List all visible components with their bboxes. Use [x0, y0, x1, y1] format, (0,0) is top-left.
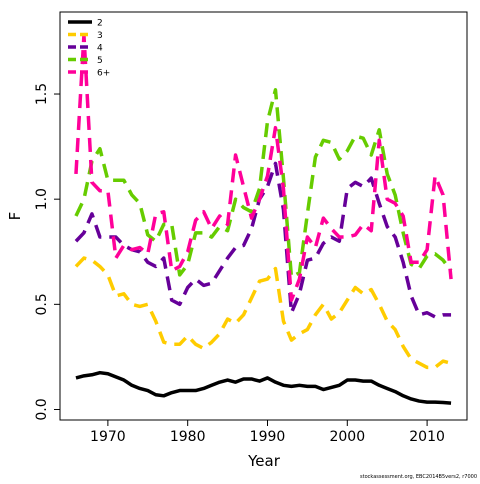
y-axis-label: F	[6, 212, 24, 221]
legend-label: 2	[97, 19, 103, 29]
legend-label: 5	[97, 56, 103, 66]
series-line	[74, 161, 452, 319]
x-tick-label: 2010	[409, 429, 445, 445]
y-tick-label: 1.5	[34, 83, 50, 105]
plot-frame	[59, 11, 468, 421]
legend-label: 6+	[97, 69, 110, 79]
legend-label: 3	[97, 31, 103, 41]
series-line	[75, 370, 452, 405]
series-line	[74, 33, 453, 302]
series-line	[74, 88, 453, 279]
x-axis-label: Year	[247, 452, 281, 470]
footnote: stockassessment.org, EBC2014B5vers2, r70…	[360, 474, 477, 480]
y-tick-label: 1.0	[34, 188, 50, 210]
legend-label: 4	[97, 44, 103, 54]
series-line	[74, 256, 452, 370]
x-tick-label: 1970	[90, 429, 126, 445]
x-tick-label: 1980	[170, 429, 206, 445]
x-tick-label: 2000	[329, 429, 365, 445]
y-tick-label: 0.5	[34, 293, 50, 315]
y-tick-label: 0.0	[34, 398, 50, 420]
x-tick-label: 1990	[250, 429, 286, 445]
